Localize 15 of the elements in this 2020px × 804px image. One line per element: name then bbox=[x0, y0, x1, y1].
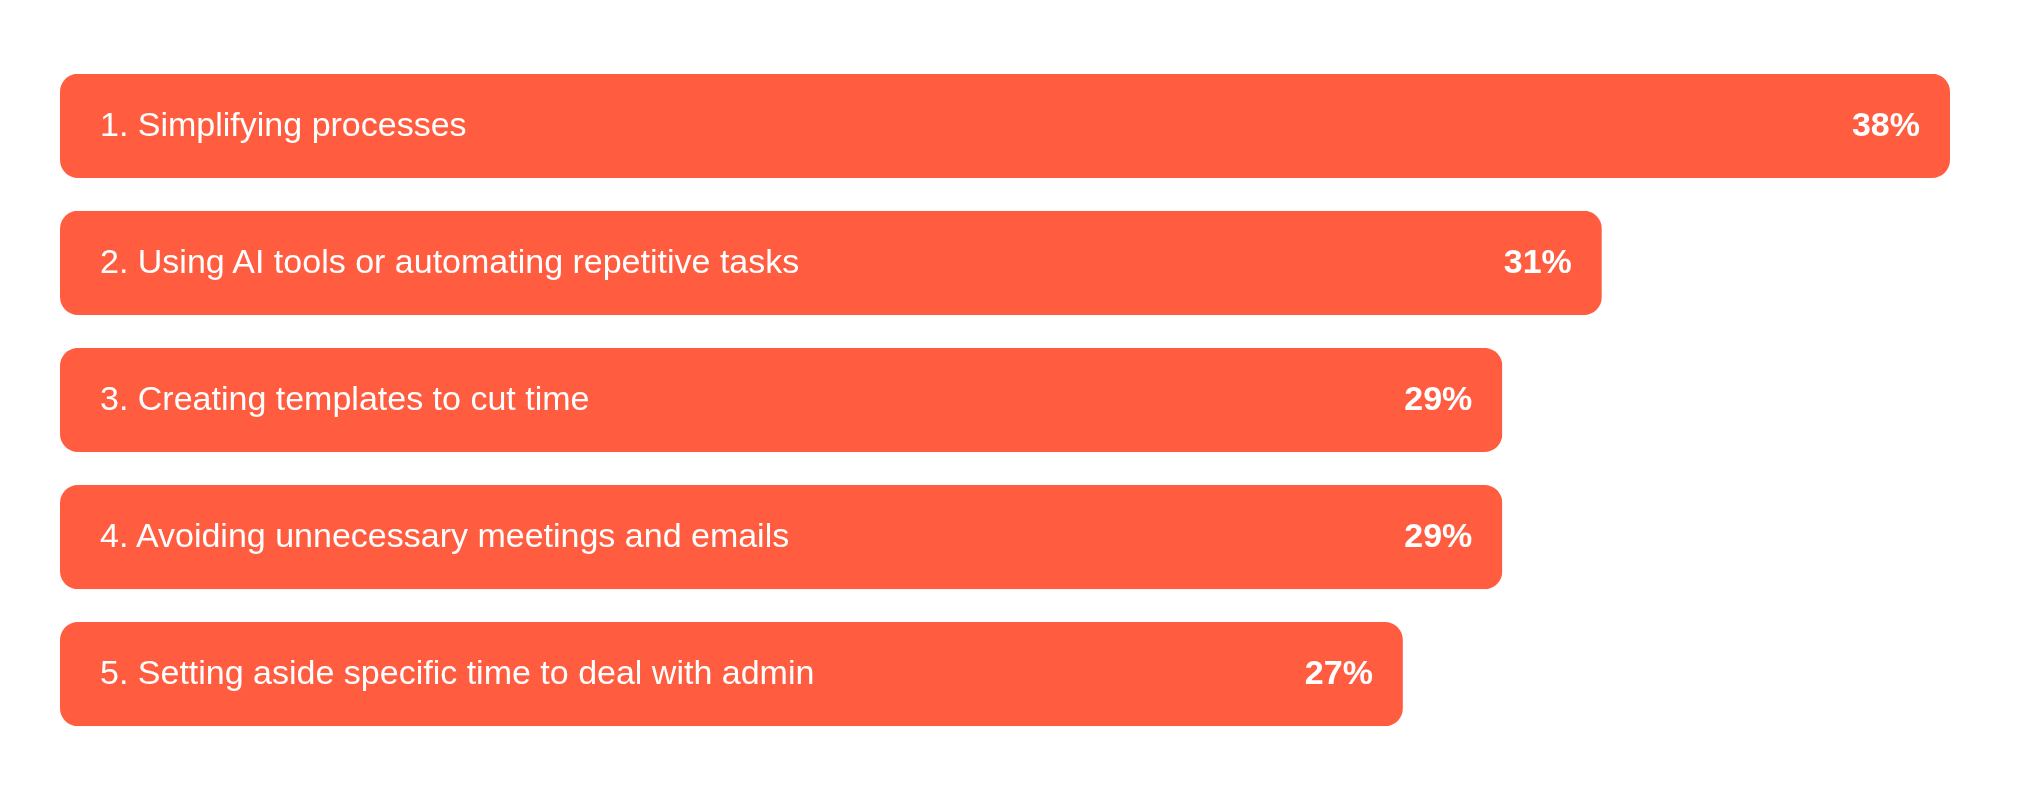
y-tick-label: 5. Setting aside specific time to deal with admin bbox=[100, 653, 815, 692]
bar bbox=[60, 485, 1503, 590]
data-label: 31% bbox=[1503, 241, 1572, 280]
bar bbox=[60, 210, 1602, 315]
y-tick-label: 4. Avoiding unnecessary meetings and emails bbox=[100, 516, 790, 555]
y-tick-label: 1. Simplifying processes bbox=[100, 104, 467, 143]
bar bbox=[60, 347, 1503, 453]
data-label: 38% bbox=[1851, 104, 1920, 143]
bar bbox=[60, 622, 1403, 727]
bar bbox=[60, 73, 1950, 178]
data-label: 29% bbox=[1404, 379, 1473, 417]
data-label: 27% bbox=[1304, 653, 1373, 692]
data-label: 29% bbox=[1404, 516, 1473, 555]
y-tick-label: 2. Using AI tools or automating repetitive tasks bbox=[100, 241, 800, 280]
y-tick-label: 3. Creating templates to cut time bbox=[100, 379, 590, 417]
